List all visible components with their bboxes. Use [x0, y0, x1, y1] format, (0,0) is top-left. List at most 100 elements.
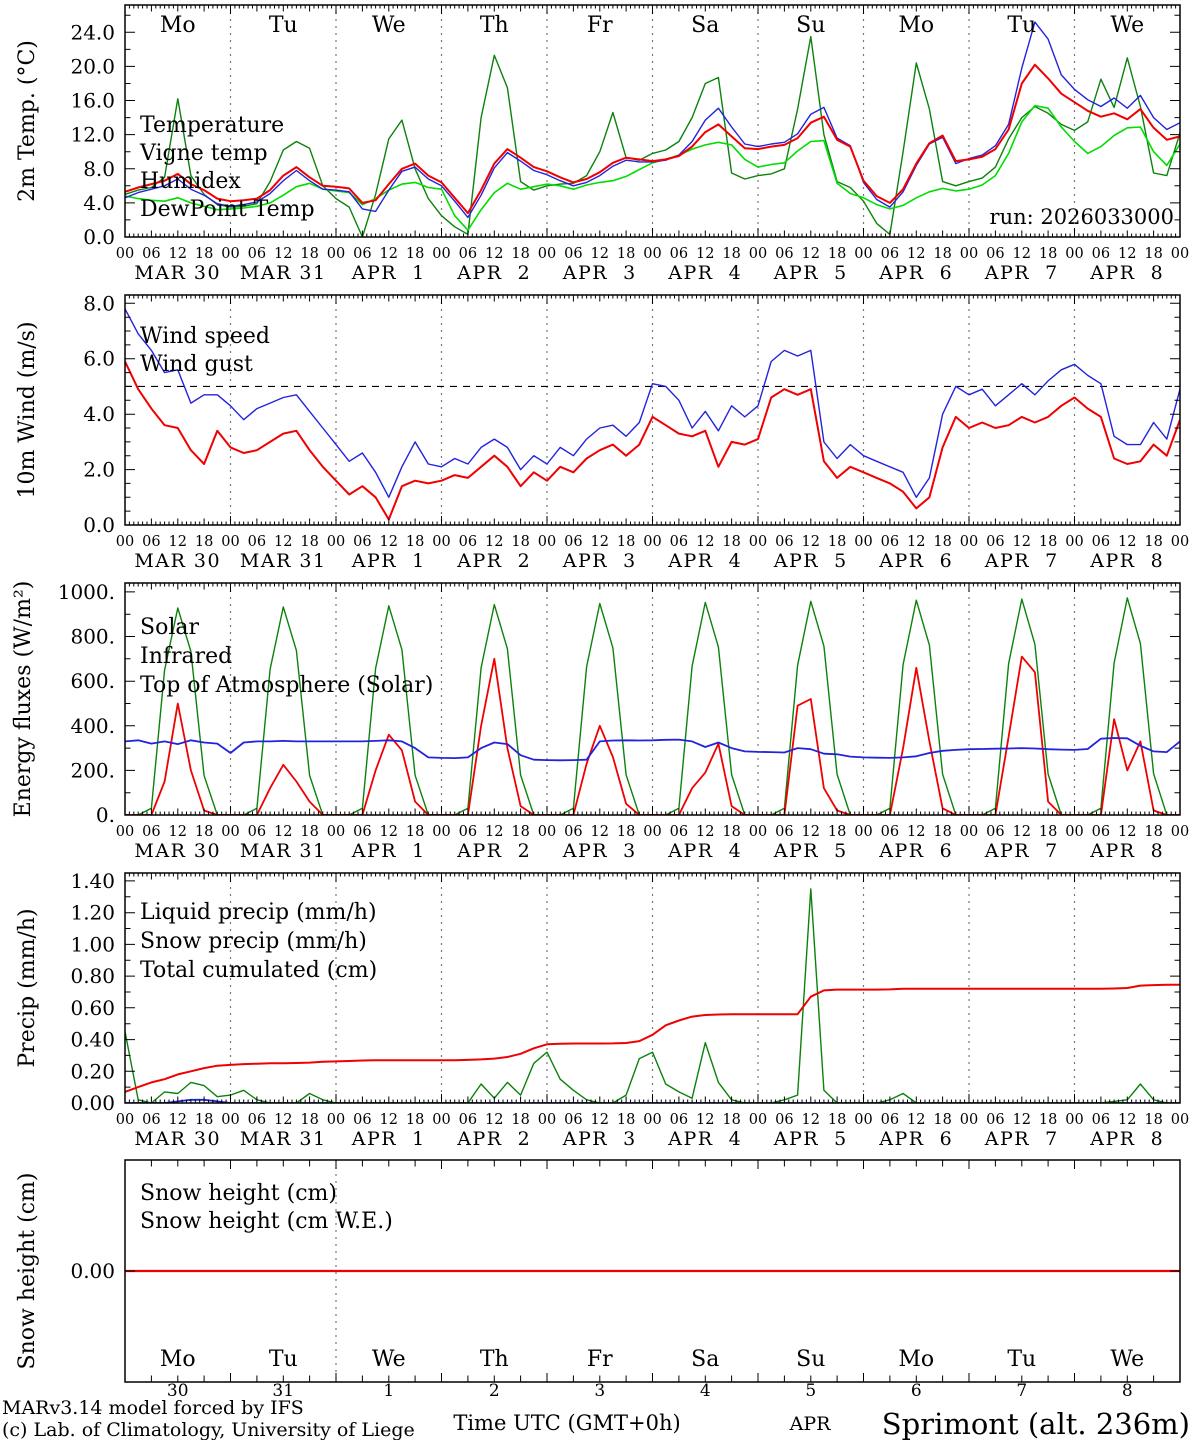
y-tick-marks [125, 591, 1180, 816]
hour-tick-label: 06 [459, 246, 477, 262]
month-label: APR [789, 1413, 832, 1435]
hour-tick-label: 00 [327, 534, 345, 550]
hour-tick-label: 06 [353, 824, 371, 840]
hour-tick-label: 12 [1118, 246, 1136, 262]
hour-tick-label: 06 [881, 534, 899, 550]
hour-tick-label: 00 [432, 824, 450, 840]
legend-dewpoint-temp: DewPoint Temp [140, 197, 315, 222]
day-number-label: 8 [1122, 1381, 1133, 1401]
date-label: APR 5 [773, 1128, 848, 1150]
hour-tick-label: 18 [300, 1112, 318, 1128]
date-label: APR 5 [773, 840, 848, 862]
date-label: MAR 30 [134, 262, 221, 284]
date-label: MAR 30 [134, 550, 221, 572]
hour-tick-label: 06 [775, 246, 793, 262]
hour-tick-label: 06 [142, 246, 160, 262]
x-tick-marks [124, 583, 1181, 815]
weekday-label: We [1110, 1347, 1144, 1372]
x-tick-marks [124, 873, 1181, 1103]
hour-tick-label: 00 [643, 1112, 661, 1128]
y-tick-label: 1000. [58, 580, 115, 604]
hour-tick-label: 06 [1092, 824, 1110, 840]
hour-tick-label: 06 [1092, 246, 1110, 262]
hour-tick-label: 12 [696, 1112, 714, 1128]
weekday-label: We [372, 13, 406, 38]
hour-tick-label: 18 [1144, 534, 1162, 550]
y-tick-label: 0.60 [70, 996, 115, 1020]
y-tick-label: 0.20 [70, 1059, 115, 1083]
y-tick-label: 600. [70, 669, 115, 693]
date-label: MAR 31 [240, 840, 327, 862]
weekday-label: Mo [898, 13, 934, 38]
hour-tick-label: 00 [1065, 534, 1083, 550]
series-total-cumulated [125, 983, 1180, 1093]
hour-tick-label: 12 [1118, 534, 1136, 550]
hour-tick-label: 00 [960, 246, 978, 262]
y-tick-label: 1.40 [70, 869, 115, 893]
hour-tick-label: 18 [300, 824, 318, 840]
date-label: APR 3 [562, 550, 637, 572]
y-tick-label: 0.40 [70, 1028, 115, 1052]
date-label: APR 6 [878, 262, 953, 284]
hour-tick-label: 12 [169, 1112, 187, 1128]
hour-tick-label: 00 [116, 1112, 134, 1128]
y-tick-label: 800. [70, 625, 115, 649]
hour-tick-label: 00 [749, 1112, 767, 1128]
hour-tick-label: 00 [1171, 534, 1189, 550]
hour-tick-label: 12 [696, 246, 714, 262]
series-infrared [125, 737, 1180, 762]
hour-tick-label: 12 [802, 824, 820, 840]
hour-tick-label: 00 [1065, 246, 1083, 262]
legend-snow-height-cm-w-e: Snow height (cm W.E.) [140, 1209, 393, 1234]
weekday-label: Sa [691, 13, 719, 38]
date-label: APR 5 [773, 262, 848, 284]
hour-tick-label: 00 [749, 824, 767, 840]
hour-tick-label: 12 [1013, 534, 1031, 550]
series-solar [125, 655, 1180, 815]
day-number-label: 3 [594, 1381, 605, 1401]
weekday-label: Tu [269, 1347, 298, 1372]
hour-tick-label: 00 [1171, 824, 1189, 840]
weekday-label: Tu [269, 13, 298, 38]
series-top-of-atmosphere [125, 597, 1180, 815]
date-label: APR 2 [456, 1128, 531, 1150]
hour-tick-label: 12 [907, 246, 925, 262]
hour-tick-label: 06 [564, 534, 582, 550]
hour-tick-label: 06 [248, 1112, 266, 1128]
footer-model-credit: MARv3.14 model forced by IFS [2, 1397, 304, 1419]
hour-tick-label: 00 [854, 1112, 872, 1128]
legend-total-cumulated-cm: Total cumulated (cm) [140, 958, 377, 983]
hour-tick-label: 18 [511, 534, 529, 550]
hour-tick-label: 12 [380, 246, 398, 262]
hour-tick-label: 06 [248, 246, 266, 262]
legend-liquid-precip-mm-h: Liquid precip (mm/h) [140, 900, 377, 925]
hour-tick-label: 12 [1118, 824, 1136, 840]
hour-tick-label: 12 [1013, 1112, 1031, 1128]
date-label: APR 5 [773, 550, 848, 572]
x-tick-marks [124, 1160, 1181, 1382]
hour-tick-label: 00 [538, 246, 556, 262]
hour-tick-label: 00 [327, 246, 345, 262]
day-number-label: 7 [1016, 1381, 1027, 1401]
y-tick-label: 0. [96, 803, 115, 827]
y-tick-label: 2.0 [83, 458, 115, 482]
hour-tick-label: 12 [591, 824, 609, 840]
series-wind-speed [125, 361, 1180, 521]
hour-tick-label: 12 [380, 534, 398, 550]
hour-tick-label: 18 [617, 1112, 635, 1128]
time-axis-label: Time UTC (GMT+0h) [453, 1411, 680, 1435]
y-axis-title-temp: 2m Temp. (°C) [15, 40, 40, 202]
hour-tick-label: 12 [802, 246, 820, 262]
hour-tick-label: 12 [696, 824, 714, 840]
hour-tick-label: 06 [775, 1112, 793, 1128]
legend-snow-height-cm: Snow height (cm) [140, 1181, 337, 1206]
hour-tick-label: 00 [854, 824, 872, 840]
hour-tick-label: 18 [933, 534, 951, 550]
hour-tick-label: 18 [1039, 246, 1057, 262]
hour-tick-label: 18 [828, 824, 846, 840]
hour-tick-label: 12 [907, 1112, 925, 1128]
x-tick-marks [124, 5, 1181, 237]
y-tick-label: 8.0 [83, 157, 115, 181]
hour-tick-label: 18 [1144, 246, 1162, 262]
hour-tick-label: 00 [960, 1112, 978, 1128]
